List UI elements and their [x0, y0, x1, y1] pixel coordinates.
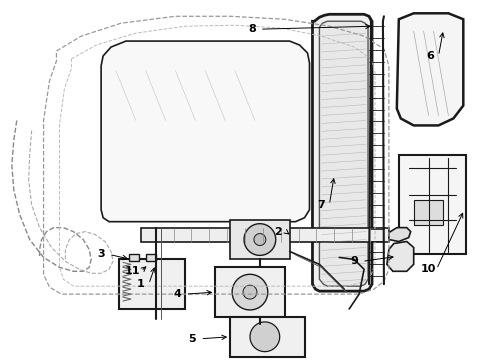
Polygon shape [313, 14, 372, 291]
Polygon shape [146, 255, 156, 261]
Polygon shape [129, 255, 139, 261]
Polygon shape [254, 234, 266, 246]
Text: 11: 11 [125, 266, 141, 276]
Polygon shape [389, 228, 411, 242]
Text: 7: 7 [318, 200, 325, 210]
Polygon shape [397, 13, 464, 125]
Polygon shape [244, 224, 276, 255]
Polygon shape [215, 267, 285, 317]
Polygon shape [230, 317, 305, 357]
Polygon shape [319, 21, 368, 286]
Text: 8: 8 [248, 24, 256, 34]
Polygon shape [119, 260, 185, 309]
Polygon shape [101, 41, 310, 222]
Polygon shape [230, 220, 290, 260]
Polygon shape [414, 200, 443, 225]
Text: 1: 1 [137, 279, 145, 289]
Text: 6: 6 [427, 51, 435, 61]
Polygon shape [232, 274, 268, 310]
Polygon shape [399, 155, 466, 255]
Polygon shape [141, 228, 389, 242]
Text: 9: 9 [350, 256, 358, 266]
Polygon shape [387, 242, 414, 271]
Text: 4: 4 [173, 289, 181, 299]
Polygon shape [243, 285, 257, 299]
Text: 2: 2 [274, 226, 282, 237]
Text: 3: 3 [98, 249, 105, 260]
Polygon shape [250, 322, 280, 352]
Text: 5: 5 [189, 334, 196, 344]
Text: 10: 10 [421, 264, 436, 274]
